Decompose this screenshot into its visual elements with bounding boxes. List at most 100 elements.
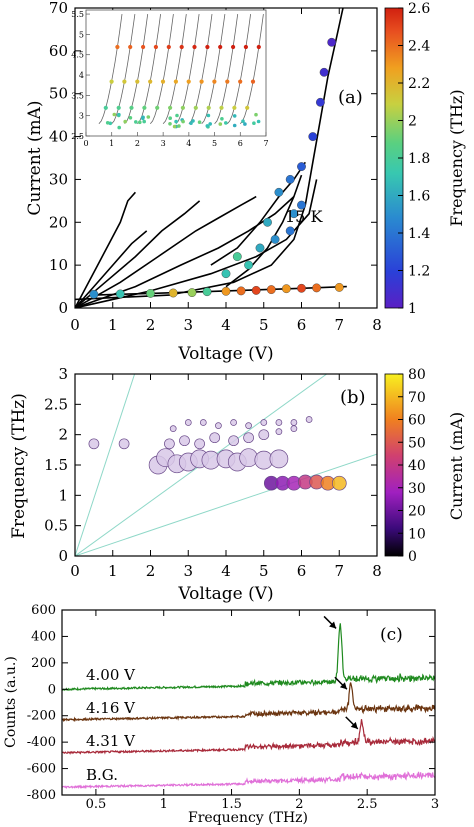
inset-emission-point (134, 120, 138, 124)
panel-b-y-tick-label: 3 (58, 365, 68, 383)
inset-emission-point (173, 79, 178, 84)
inset-x-tick-label: 5 (212, 139, 217, 148)
bubble-point (194, 438, 205, 450)
inset-x-tick-label: 6 (238, 139, 243, 148)
panel-b-x-label: Voltage (V) (177, 584, 273, 604)
panel-c: 0.5 1 1.5 2 2.5 3 6004002000-200-400-600-800 … (3, 603, 439, 826)
panel-a-x-tick-label: 2 (146, 316, 156, 334)
emission-point (266, 285, 276, 294)
bubble-point (88, 438, 100, 450)
emission-point (285, 226, 295, 236)
panel-b: 0 1 2 3 4 5 6 7 8 0 0.5 1 1.5 2 2.5 3 Voltage (V) Freq… (9, 365, 466, 604)
panel-b-y-ticks: 0 0.5 1 1.5 2 2.5 3 (44, 365, 377, 565)
emission-point (319, 67, 329, 77)
emission-point (281, 284, 291, 294)
emission-point (221, 269, 231, 279)
panel-c-y-ticks: 600 400 200 0 -200 -400 -600 -800 (27, 603, 435, 803)
inset-iv-curve (149, 14, 174, 125)
emission-point (244, 260, 254, 270)
panel-b-y-tick-label: 2.5 (44, 395, 68, 413)
inset-emission-point (116, 105, 121, 110)
panel-b-colorbar-tick-label: 40 (408, 458, 426, 474)
bubble-point (164, 438, 175, 450)
inset-emission-point (128, 44, 133, 50)
inset-emission-point (220, 117, 224, 121)
inset-emission-point (232, 114, 237, 118)
bubble-point (245, 422, 252, 429)
inset-emission-point (243, 122, 247, 126)
inset-emission-point (224, 121, 228, 125)
iv-curve-branch (75, 195, 257, 308)
panel-b-colorbar-tick-label: 30 (408, 481, 426, 497)
inset-y-tick-label: 2.5 (71, 132, 84, 141)
panel-a-y-tick-label: 60 (49, 42, 68, 60)
emission-point (289, 209, 299, 219)
emission-point (308, 132, 318, 142)
emission-point (168, 288, 178, 298)
emission-point (146, 288, 155, 298)
panel-b-colorbar-tick-label: 80 (408, 367, 426, 383)
panel-a-colorbar-tick-label: 2.2 (408, 76, 430, 92)
panel-c-peak-arrows (323, 615, 359, 730)
inset-emission-point (238, 79, 243, 84)
inset-emission-point (155, 105, 160, 110)
panel-c-x-tick-label: 0.5 (86, 797, 107, 812)
panel-b-colorbar-tick-label: 0 (408, 549, 417, 565)
inset-emission-point (256, 44, 261, 50)
inset-emission-point (115, 44, 120, 50)
bubble-point (258, 429, 270, 441)
panel-c-y-tick-label: 600 (31, 603, 56, 618)
emission-point (202, 287, 212, 297)
inset-emission-point (206, 113, 211, 118)
inset-emission-point (250, 79, 256, 84)
panel-a-y-tick-label: 50 (49, 85, 68, 103)
panel-a-label: (a) (338, 87, 363, 108)
bubble-point (269, 449, 289, 469)
inset-emission-point (128, 116, 133, 120)
emission-point (334, 282, 344, 292)
inset-y-tick-label: 5.5 (71, 10, 84, 19)
panel-b-y-label: Frequency (THz) (9, 393, 29, 539)
inset-emission-point (109, 79, 114, 84)
emission-point (297, 200, 306, 210)
inset-x-tick-label: 3 (161, 139, 166, 148)
iv-curve-branch (75, 230, 148, 308)
inset-emission-point (160, 79, 166, 84)
inset-x-tick-label: 2 (135, 139, 140, 148)
inset-iv-curve (214, 14, 239, 125)
emission-point (270, 234, 280, 244)
panel-b-colorbar-tick-label: 50 (408, 435, 426, 451)
inset-emission-point (112, 112, 117, 117)
inset-x-tick-label: 7 (263, 139, 268, 148)
temperature-annotation: 15 K (285, 207, 323, 226)
inset-emission-point (192, 44, 197, 50)
panel-c-y-tick-label: -200 (27, 709, 56, 724)
emission-point (187, 288, 197, 297)
bubble-point (290, 419, 298, 426)
panel-a-emission-points (89, 37, 344, 299)
spectrum-trace (62, 623, 435, 692)
inset-y-ticks: 2.5 3 3.5 4 4.5 5 5.5 (71, 10, 90, 141)
panel-c-y-tick-label: -600 (27, 762, 56, 777)
inset-x-tick-label: 0 (83, 139, 88, 148)
trace-label-4-00v: 4.00 V (86, 666, 136, 684)
panel-b-x-tick-label: 2 (146, 562, 156, 580)
iv-curve-branch (210, 161, 306, 266)
emission-point (297, 283, 306, 293)
inset-iv-curve (111, 14, 136, 125)
inset-y-tick-label: 4 (79, 71, 84, 80)
panel-b-x-tick-label: 8 (372, 562, 382, 580)
emission-point (263, 217, 272, 227)
panel-b-colorbar-ticks: 0 10 20 30 40 50 60 70 80 (398, 367, 426, 565)
inset-emission-point (168, 122, 172, 126)
panel-a-x-tick-label: 3 (183, 316, 193, 334)
panel-b-x-tick-label: 7 (334, 562, 344, 580)
inset-emission-point (189, 121, 193, 125)
panel-a-colorbar-tick-label: 2 (408, 114, 417, 130)
inset-emission-point (175, 113, 179, 118)
panel-c-y-tick-label: -800 (27, 788, 56, 803)
bubble-point (331, 475, 347, 491)
panel-b-x-tick-label: 5 (259, 562, 269, 580)
inset-emission-point (212, 79, 217, 84)
